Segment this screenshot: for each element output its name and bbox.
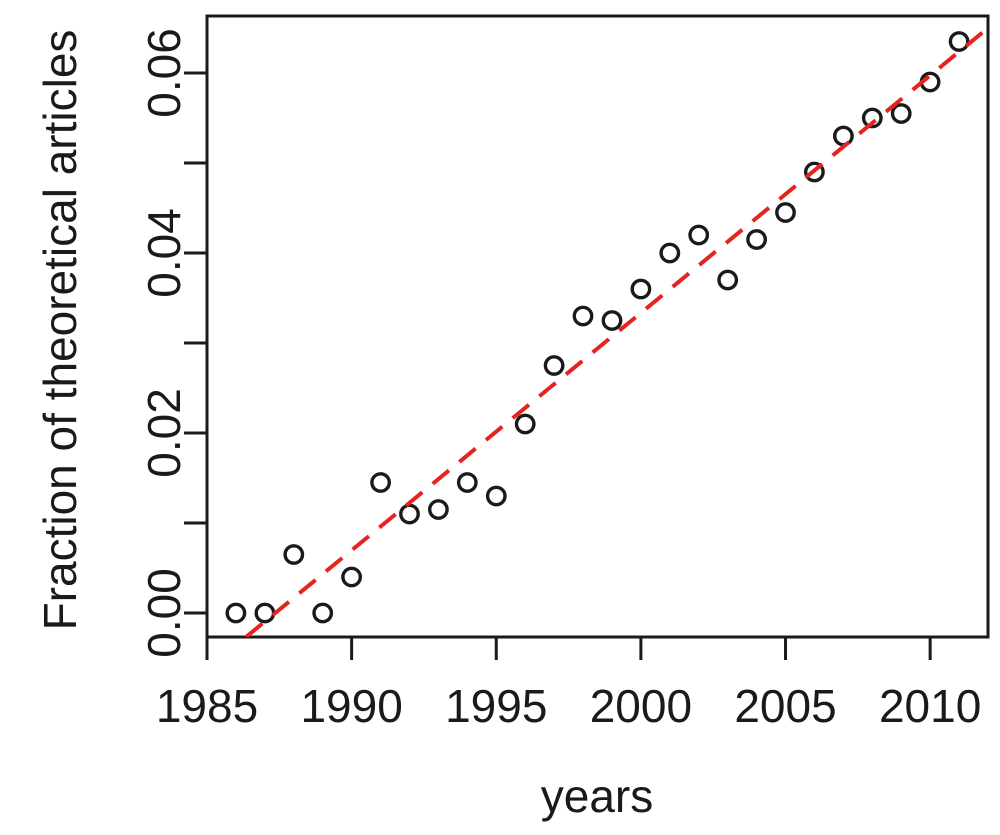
x-tick-label: 1985 (156, 680, 258, 732)
x-tick-label: 2000 (590, 680, 692, 732)
x-tick-label: 1995 (445, 680, 547, 732)
data-point (775, 202, 796, 223)
x-tick-label: 1990 (300, 680, 402, 732)
data-point (630, 278, 652, 300)
y-tick-label: 0.02 (138, 388, 190, 478)
data-point (399, 503, 420, 525)
data-point (427, 499, 449, 520)
x-tick-label: 2010 (879, 680, 981, 732)
x-axis-label: years (541, 770, 653, 822)
y-tick-label: 0.04 (138, 208, 190, 298)
plot-box (205, 14, 990, 639)
data-point (370, 472, 391, 493)
data-point (746, 229, 767, 250)
data-point (485, 485, 507, 507)
data-point (514, 413, 536, 435)
y-tick-label: 0.00 (138, 568, 190, 658)
plot-area: 1985 1990 1995 2000 2005 2010 0.00 0.02 0.04 0.06 (138, 14, 990, 732)
data-point (717, 269, 739, 291)
data-point (456, 472, 478, 493)
data-point (659, 242, 681, 264)
data-point (283, 544, 305, 565)
y-tick-label: 0.06 (138, 28, 190, 118)
data-point (861, 107, 883, 129)
data-point (890, 103, 912, 124)
y-axis-label: Fraction of theoretical articles (34, 30, 86, 631)
data-point (341, 566, 362, 588)
data-point (543, 355, 565, 376)
data-point (572, 305, 594, 327)
data-point (688, 224, 710, 246)
x-tick-label: 2005 (734, 680, 836, 732)
data-point (225, 602, 247, 624)
data-point (601, 310, 623, 331)
trend-line (244, 26, 988, 637)
data-point (804, 161, 825, 183)
data-point (254, 602, 276, 624)
data-point (833, 125, 854, 147)
data-point (312, 602, 334, 624)
data-point (948, 31, 970, 52)
